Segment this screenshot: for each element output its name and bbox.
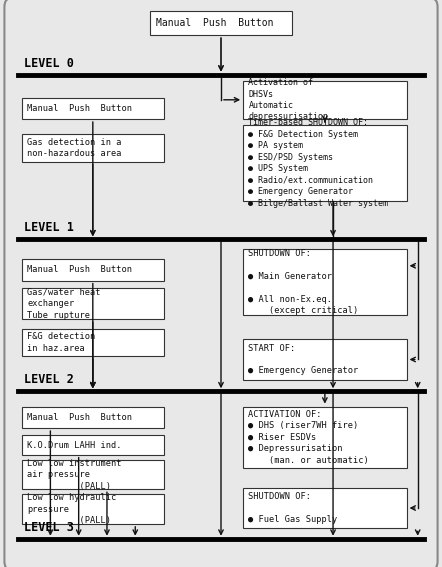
- Bar: [22, 435, 164, 455]
- Text: LEVEL 3: LEVEL 3: [24, 521, 74, 534]
- Bar: [22, 494, 164, 524]
- Text: Manual  Push  Button: Manual Push Button: [156, 18, 273, 28]
- Bar: [22, 98, 164, 119]
- FancyBboxPatch shape: [4, 0, 438, 567]
- Text: Gas detection in a
non-hazardous area: Gas detection in a non-hazardous area: [27, 138, 122, 158]
- Text: LEVEL 0: LEVEL 0: [24, 57, 74, 70]
- Text: Manual  Push  Button: Manual Push Button: [27, 265, 133, 274]
- Text: START OF:

● Emergency Generator: START OF: ● Emergency Generator: [248, 344, 358, 375]
- Bar: [22, 460, 164, 489]
- Text: SHUTDOWN OF:

● Main Generator

● All non-Ex.eq.
    (except critical): SHUTDOWN OF: ● Main Generator ● All non-…: [248, 249, 358, 315]
- Text: K.O.Drum LAHH ind.: K.O.Drum LAHH ind.: [27, 441, 122, 450]
- Text: Manual  Push  Button: Manual Push Button: [27, 104, 133, 113]
- Text: Timer-based SHUTDOWN OF:
● F&G Detection System
● PA system
● ESD/PSD Systems
● : Timer-based SHUTDOWN OF: ● F&G Detection…: [248, 119, 389, 208]
- Bar: [22, 259, 164, 281]
- Text: Activation of
DHSVs
Automatic
depressurisation: Activation of DHSVs Automatic depressuri…: [248, 78, 328, 121]
- Bar: [22, 407, 164, 428]
- Bar: [22, 329, 164, 356]
- Text: Gas/water heat
exchanger
Tube rupture: Gas/water heat exchanger Tube rupture: [27, 287, 101, 320]
- Text: ACTIVATION OF:
● DHS (riser7WH fire)
● Riser ESDVs
● Depressurisation
    (man. : ACTIVATION OF: ● DHS (riser7WH fire) ● R…: [248, 410, 369, 464]
- Bar: [22, 288, 164, 319]
- Text: Manual  Push  Button: Manual Push Button: [27, 413, 133, 422]
- Text: LEVEL 2: LEVEL 2: [24, 373, 74, 386]
- Text: SHUTDOWN OF:

● Fuel Gas Supply: SHUTDOWN OF: ● Fuel Gas Supply: [248, 492, 338, 524]
- Text: LEVEL 1: LEVEL 1: [24, 221, 74, 234]
- Bar: [243, 125, 407, 201]
- Bar: [243, 407, 407, 468]
- Bar: [243, 488, 407, 528]
- Bar: [22, 134, 164, 162]
- Bar: [243, 81, 407, 119]
- Bar: [243, 339, 407, 380]
- Bar: [243, 249, 407, 315]
- Bar: [150, 11, 292, 35]
- Text: Low low instrument
air pressure
          (PALL): Low low instrument air pressure (PALL): [27, 459, 122, 490]
- Text: Low low hydraulic
pressure
          (PALL): Low low hydraulic pressure (PALL): [27, 493, 117, 525]
- Text: F&G detection
in haz.area: F&G detection in haz.area: [27, 332, 95, 353]
